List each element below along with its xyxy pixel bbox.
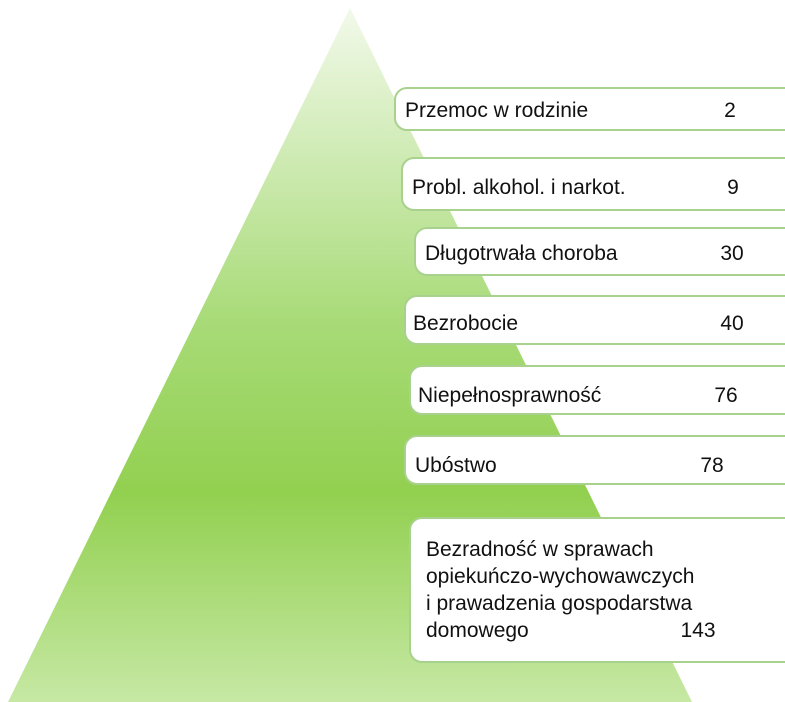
item-label: opiekuńczo-wychowawczych <box>426 565 694 588</box>
item-label: domowego <box>426 619 529 642</box>
item-value: 40 <box>720 312 743 335</box>
item-value: 78 <box>700 454 723 477</box>
label-box <box>404 295 785 345</box>
item-value: 9 <box>727 176 739 199</box>
item-label: i prawadzenia gospodarstwa <box>426 592 692 615</box>
item-value: 143 <box>680 619 715 642</box>
item-label: Bezrobocie <box>413 312 518 335</box>
item-value: 76 <box>714 384 737 407</box>
label-box <box>414 227 785 276</box>
label-box <box>409 517 785 663</box>
item-label: Bezradność w sprawach <box>426 538 654 561</box>
item-label: Probl. alkohol. i narkot. <box>412 176 626 199</box>
item-value: 2 <box>724 99 736 122</box>
label-box <box>409 365 785 415</box>
label-box <box>401 157 785 211</box>
label-box <box>404 435 785 485</box>
item-value: 30 <box>720 242 743 265</box>
label-box <box>394 87 785 131</box>
item-label: Długotrwała choroba <box>425 242 618 265</box>
item-label: Przemoc w rodzinie <box>405 99 588 122</box>
item-label: Ubóstwo <box>415 454 497 477</box>
item-label: Niepełnosprawność <box>418 384 601 407</box>
